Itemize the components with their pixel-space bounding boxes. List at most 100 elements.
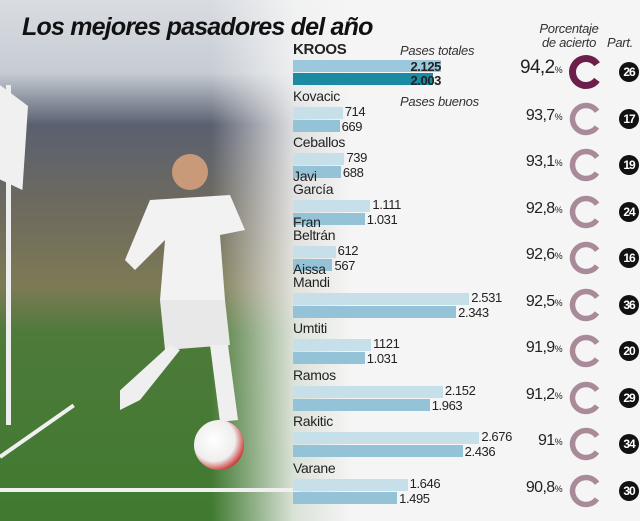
bar-total	[293, 60, 441, 72]
bar-good	[293, 305, 457, 318]
player-name: Javi García	[293, 167, 334, 197]
bar-total	[293, 432, 480, 444]
percent-unit: %	[554, 297, 563, 308]
percent-unit: %	[554, 344, 563, 354]
good-value: 2.343	[458, 304, 489, 320]
bar-total	[293, 246, 336, 258]
good-value: 688	[342, 165, 364, 180]
accuracy-ring	[569, 195, 603, 228]
legend-good: Pases buenos	[400, 94, 479, 109]
matches-badge: 24	[619, 201, 639, 222]
bar-total	[293, 385, 443, 398]
matches-badge: 30	[619, 480, 639, 501]
accuracy-header: Porcentaje de acierto	[539, 21, 599, 50]
corner-flag-pole	[6, 85, 11, 425]
accuracy-number: 92,5	[525, 292, 555, 310]
accuracy-value: 91%	[537, 432, 563, 450]
accuracy-number: 93,7	[525, 106, 555, 124]
good-value: 2.003	[410, 73, 441, 88]
accuracy-value: 90,8%	[525, 478, 563, 497]
total-value: 2.531	[471, 289, 502, 305]
total-value: 2.125	[410, 59, 441, 74]
percent-unit: %	[554, 204, 563, 215]
legend-total: Pases totales	[400, 43, 475, 58]
percent-unit: %	[554, 65, 563, 75]
accuracy-ring	[569, 288, 603, 321]
page-title: Los mejores pasadores del año	[22, 13, 373, 41]
accuracy-number: 92,6	[525, 246, 555, 263]
matches-badge: 26	[619, 62, 639, 82]
accuracy-ring	[569, 55, 603, 89]
player-row: KROOS 2.125 2.003 94,2% 26	[293, 38, 640, 89]
bar-good	[293, 166, 341, 178]
accuracy-ring	[569, 241, 603, 275]
bar-good	[293, 73, 433, 85]
accuracy-value: 94,2%	[520, 57, 563, 79]
player-row: Fran Beltrán 612 567 92,6% 16	[293, 215, 640, 275]
player-name: Varane	[293, 459, 336, 476]
percent-unit: %	[554, 483, 563, 494]
total-value: 1121	[373, 336, 400, 351]
percent-unit: %	[554, 111, 563, 122]
accuracy-value: 91,2%	[526, 386, 563, 404]
bar-total	[293, 199, 371, 212]
percent-unit: %	[554, 251, 563, 261]
player-row: Umtiti 1121 1.031 91,9% 20	[293, 317, 640, 368]
matches-badge: 16	[619, 248, 639, 268]
total-value: 2.676	[481, 429, 512, 444]
total-value: 612	[337, 243, 359, 258]
football	[194, 420, 244, 470]
accuracy-ring	[569, 102, 603, 135]
accuracy-value: 92,5%	[525, 292, 563, 311]
bar-total	[293, 292, 470, 305]
bar-total	[293, 339, 372, 351]
player-name: Kovacic	[293, 87, 340, 104]
accuracy-number: 91	[537, 432, 555, 449]
percent-unit: %	[554, 158, 563, 168]
matches-badge: 20	[619, 341, 639, 361]
total-value: 2.152	[444, 382, 476, 398]
accuracy-number: 92,8	[525, 199, 555, 217]
accuracy-value: 92,6%	[525, 246, 563, 264]
accuracy-ring	[569, 148, 603, 182]
bar-good	[293, 491, 398, 504]
player-row: Javi García 1.111 1.031 92,8% 24	[293, 169, 640, 228]
good-value: 669	[341, 118, 363, 134]
good-value: 1.031	[366, 211, 398, 227]
good-value: 1.495	[399, 490, 430, 506]
player-name: Rakitic	[293, 413, 333, 429]
accuracy-number: 94,2	[520, 57, 555, 78]
good-value: 1.963	[431, 397, 463, 413]
accuracy-value: 91,9%	[526, 339, 563, 357]
matches-badge: 19	[619, 155, 639, 175]
corner-flag	[0, 85, 28, 190]
bar-good	[293, 445, 463, 457]
matches-badge: 17	[619, 108, 639, 129]
bar-good	[293, 119, 340, 132]
player-name: Aissa Mandi	[293, 260, 330, 290]
player-row: Ceballos 739 688 93,1% 19	[293, 131, 640, 182]
accuracy-ring	[569, 334, 603, 368]
bar-good	[293, 212, 365, 225]
bar-good	[293, 352, 365, 364]
percent-unit: %	[554, 437, 563, 447]
total-value: 1.646	[409, 475, 441, 491]
player-row: Kovacic 714 669 93,7% 17	[293, 85, 640, 135]
player-row: Rakitic 2.676 2.436 91% 34	[293, 410, 640, 461]
accuracy-value: 92,8%	[525, 199, 563, 218]
good-value: 567	[334, 258, 355, 273]
good-value: 2.436	[464, 444, 496, 459]
bar-total	[293, 153, 345, 165]
good-value: 1.031	[366, 351, 398, 366]
bar-total	[293, 478, 408, 491]
matches-badge: 29	[619, 387, 639, 408]
accuracy-number: 90,8	[525, 478, 555, 496]
accuracy-ring	[569, 381, 603, 414]
total-value: 739	[346, 150, 367, 165]
player-name: Umtiti	[293, 320, 327, 336]
accuracy-ring	[569, 427, 603, 461]
bar-good	[293, 259, 333, 271]
percent-unit: %	[554, 390, 563, 401]
total-value: 714	[344, 103, 366, 119]
